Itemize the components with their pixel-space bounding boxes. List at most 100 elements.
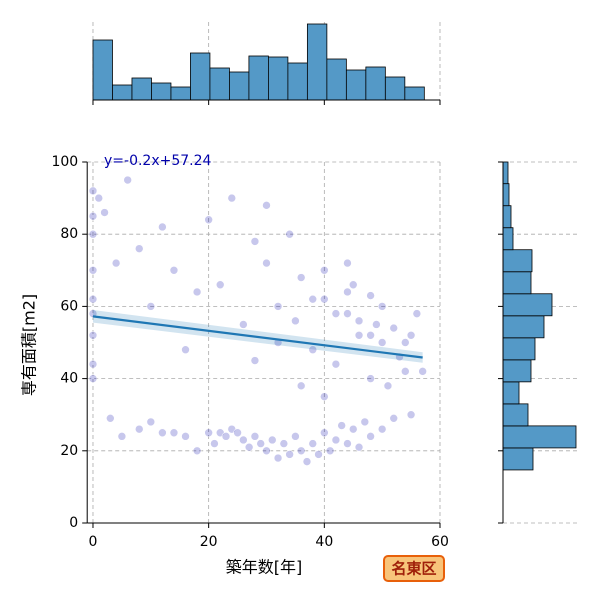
y-axis-label: 専有面積[m2]: [20, 294, 39, 396]
point: [320, 265, 329, 275]
point: [262, 201, 271, 210]
histogram-bar: [502, 359, 532, 383]
point: [210, 439, 219, 448]
point: [215, 280, 225, 290]
histogram-bar: [502, 205, 512, 229]
point: [389, 323, 399, 333]
histogram-bar: [502, 403, 529, 427]
point: [348, 424, 358, 434]
point: [372, 320, 381, 329]
histogram-bar: [502, 227, 514, 251]
point: [377, 338, 387, 347]
point: [366, 432, 375, 441]
point: [348, 280, 358, 290]
point: [134, 424, 144, 434]
histogram-bar: [502, 447, 534, 471]
point: [88, 211, 98, 221]
point: [192, 446, 202, 456]
histogram-bar: [229, 71, 250, 101]
histogram-bar: [326, 58, 347, 101]
y-tick-label: 0: [69, 515, 78, 531]
point: [88, 359, 98, 369]
point: [343, 287, 352, 297]
point: [400, 367, 410, 376]
point: [221, 432, 231, 441]
histogram-bar: [384, 76, 406, 101]
point: [181, 432, 190, 441]
point: [308, 345, 318, 355]
point: [181, 345, 190, 355]
point: [308, 439, 318, 448]
point: [158, 428, 167, 438]
x-tick-label: 60: [431, 534, 449, 550]
point: [343, 309, 352, 318]
point: [325, 446, 335, 456]
histogram-bar: [92, 39, 113, 101]
point: [267, 435, 277, 445]
point: [354, 330, 364, 340]
point: [418, 367, 427, 376]
histogram-bar: [131, 77, 152, 101]
point: [320, 392, 329, 401]
badge: 名東区: [391, 560, 436, 578]
point: [233, 428, 242, 438]
histogram-bar: [365, 66, 386, 101]
x-axis-label: 築年数[年]: [226, 558, 303, 577]
point: [383, 381, 393, 391]
regression-line: [92, 315, 423, 359]
histogram-bar: [345, 69, 367, 101]
histogram-bar: [502, 425, 577, 449]
point: [117, 432, 127, 441]
point: [285, 450, 294, 459]
point: [169, 265, 179, 275]
point: [88, 294, 98, 304]
y-tick-label: 20: [60, 443, 78, 459]
point: [354, 442, 364, 452]
point: [400, 338, 410, 347]
point: [273, 302, 283, 311]
histogram-bar: [170, 86, 191, 101]
histogram-bar: [268, 56, 289, 101]
point: [158, 222, 167, 232]
point: [244, 442, 254, 452]
point: [250, 356, 260, 365]
point: [250, 432, 260, 441]
point: [302, 457, 312, 466]
histogram-bar: [151, 82, 172, 101]
point: [308, 294, 318, 304]
point: [343, 439, 352, 448]
point: [262, 258, 271, 268]
point: [360, 417, 370, 427]
point: [320, 428, 329, 438]
histogram-bar: [112, 84, 133, 101]
point: [192, 287, 202, 297]
histogram-bar: [502, 161, 509, 185]
point: [106, 414, 115, 423]
point: [134, 244, 144, 253]
point: [296, 381, 306, 391]
point: [262, 446, 271, 456]
point: [111, 258, 121, 268]
histogram-bar: [190, 52, 211, 101]
point: [239, 435, 248, 445]
histogram-bar: [306, 23, 328, 101]
point: [204, 428, 213, 438]
point: [123, 175, 132, 185]
point: [366, 374, 375, 383]
point: [314, 450, 323, 459]
point: [343, 258, 352, 268]
point: [88, 186, 98, 196]
histogram-bar: [502, 337, 536, 361]
point: [169, 428, 179, 438]
point: [250, 237, 260, 246]
x-tick-label: 40: [315, 534, 333, 550]
point: [320, 294, 329, 304]
point: [146, 302, 156, 311]
x-tick-label: 0: [89, 534, 98, 550]
point: [273, 453, 283, 463]
point: [406, 330, 416, 340]
y-tick-label: 60: [60, 298, 78, 314]
point: [88, 265, 98, 275]
point: [291, 316, 300, 326]
histogram-bar: [404, 86, 425, 101]
